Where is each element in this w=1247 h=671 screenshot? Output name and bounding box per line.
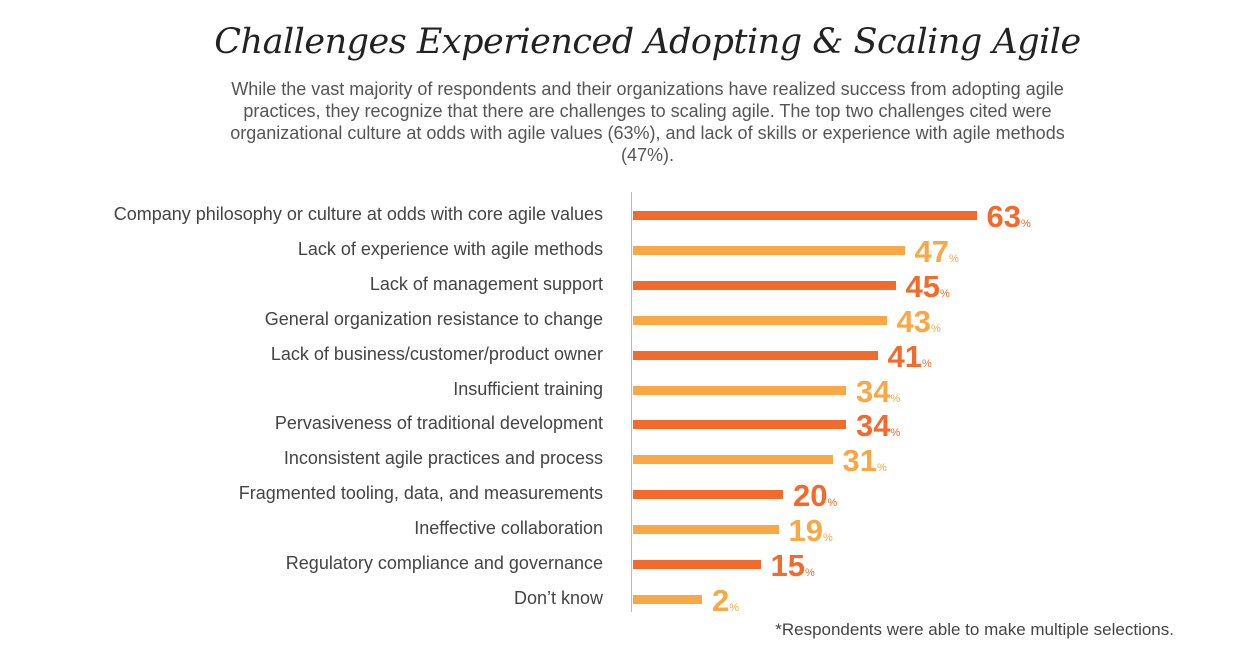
bar [633,211,977,220]
category-label: Lack of business/customer/product owner [270,343,603,364]
data-value: 63 [986,199,1021,234]
bar [633,385,846,395]
category-label: Lack of management support [369,273,603,294]
category-label: Company philosophy or culture at odds wi… [113,204,603,224]
data-label: 47% [915,234,959,270]
unit: % [921,357,932,370]
data-value: 19 [788,513,823,549]
unit: % [890,427,901,440]
bar [633,280,896,290]
bar [633,525,779,535]
unit: % [930,322,941,335]
unit: % [1020,218,1031,230]
data-value: 2 [712,582,730,618]
category-label: Insufficient training [453,378,603,399]
chart-subtitle: While the vast majority of respondents a… [230,79,1065,165]
unit: % [890,392,901,405]
data-value: 41 [887,338,922,374]
data-label: 2% [712,583,739,619]
bar [633,315,887,325]
category-label: Regulatory compliance and governance [285,553,603,573]
axis-line [631,192,632,612]
unit: % [939,287,950,300]
data-value: 34 [856,373,891,409]
data-label: 15% [771,548,815,584]
data-label: 34% [856,408,900,444]
data-label: 43% [897,304,941,340]
data-value: 31 [842,443,877,479]
data-value: 43 [896,303,931,339]
bar [633,245,905,255]
data-label: 45% [906,269,950,305]
unit: % [804,567,815,579]
data-label: 20% [793,478,837,514]
data-label: 34% [856,374,900,410]
footnote: *Respondents were able to make multiple … [775,620,1174,639]
data-value: 45 [905,268,940,304]
bar [633,350,878,360]
category-label: Lack of experience with agile methods [297,238,603,259]
data-value: 15 [770,548,805,583]
unit: % [827,497,838,510]
category-label: Don’t know [513,587,603,608]
data-value: 20 [793,478,828,514]
chart-title: Challenges Experienced Adopting & Scalin… [214,22,1081,62]
data-label: 63% [987,199,1031,235]
bar [633,420,846,430]
unit: % [876,462,887,475]
bar [633,490,783,500]
unit: % [822,532,833,545]
category-label: Inconsistent agile practices and process [283,448,603,469]
data-label: 31% [843,443,887,479]
unit: % [729,601,740,614]
category-label: Ineffective collaboration [414,518,603,539]
unit: % [948,252,959,265]
category-label: Pervasiveness of traditional development [274,413,603,434]
data-value: 47 [914,233,949,269]
category-label: General organization resistance to chang… [264,308,603,329]
bar [633,560,761,569]
bar [633,594,702,604]
data-label: 41% [888,339,932,375]
data-label: 19% [789,513,833,549]
category-label: Fragmented tooling, data, and measuremen… [238,483,603,504]
data-value: 34 [856,408,891,444]
bar [633,455,833,465]
